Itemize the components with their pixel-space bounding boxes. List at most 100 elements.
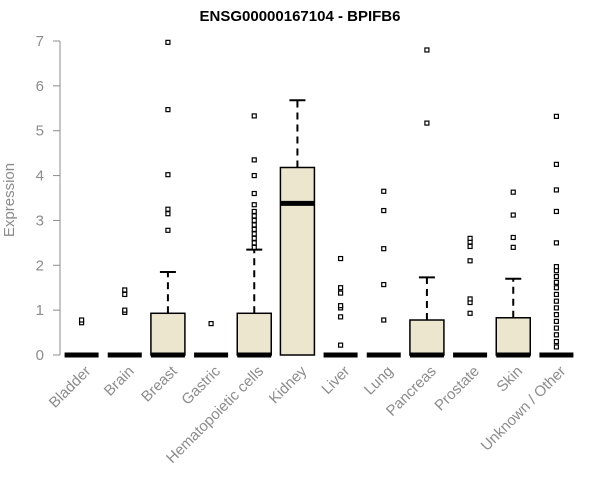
outlier-point: [467, 310, 473, 316]
box-group: [64, 317, 99, 358]
box-group: [279, 99, 316, 356]
outlier-point: [553, 273, 560, 280]
outlier-point: [467, 258, 473, 264]
outlier-point: [424, 120, 430, 126]
outlier-point: [424, 47, 430, 53]
outlier-point: [337, 285, 344, 291]
outlier-point: [251, 113, 257, 119]
outlier-point: [251, 240, 257, 246]
outlier-point: [208, 321, 214, 327]
outlier-point: [553, 240, 560, 246]
box-group: [323, 255, 358, 358]
outlier-point: [165, 206, 171, 212]
y-tick-label: 1: [36, 302, 44, 319]
outlier-point: [165, 211, 171, 217]
outlier-point: [553, 268, 560, 274]
outlier-point: [251, 157, 257, 163]
box-group: [453, 235, 488, 358]
outlier-point: [337, 255, 344, 262]
chart-title: ENSG00000167104 - BPIFB6: [199, 8, 401, 25]
outlier-point: [381, 281, 387, 288]
outlier-point: [122, 307, 128, 313]
outlier-point: [553, 298, 560, 304]
y-tick-label: 0: [36, 347, 44, 364]
outlier-point: [553, 338, 560, 345]
y-tick-label: 3: [36, 212, 44, 229]
outlier-point: [553, 113, 560, 119]
outlier-point: [467, 235, 473, 241]
box-group: [194, 321, 229, 358]
y-tick-label: 4: [36, 168, 44, 185]
outlier-point: [510, 189, 516, 195]
outlier-point: [251, 202, 257, 208]
outlier-point: [251, 172, 257, 179]
outlier-point: [337, 314, 344, 320]
x-category-label: Breast: [138, 362, 181, 405]
outlier-point: [251, 217, 257, 224]
outlier-point: [251, 235, 257, 241]
outlier-point: [553, 318, 560, 324]
outlier-point: [381, 207, 387, 214]
outlier-point: [553, 187, 560, 193]
outlier-point: [165, 107, 171, 113]
outlier-point: [251, 244, 257, 250]
y-axis-title: Expression: [1, 163, 18, 237]
outlier-point: [78, 317, 85, 323]
box-group: [539, 113, 574, 358]
outlier-point: [510, 234, 516, 241]
outlier-point: [251, 226, 257, 232]
outlier-point: [553, 208, 560, 215]
outlier-point: [553, 344, 560, 350]
outlier-point: [337, 290, 344, 296]
outlier-point: [553, 325, 560, 331]
outlier-point: [381, 188, 387, 194]
box-iqr: [279, 166, 316, 356]
x-category-label: Liver: [318, 363, 353, 398]
x-category-label: Skin: [493, 363, 526, 396]
outlier-point: [381, 246, 387, 252]
outlier-point: [467, 296, 473, 302]
outlier-point: [381, 317, 387, 323]
x-category-label: Kidney: [266, 362, 311, 407]
outlier-point: [122, 287, 128, 293]
outlier-point: [553, 291, 560, 298]
outlier-point: [337, 342, 344, 348]
outlier-point: [251, 190, 257, 197]
y-axis: 0 1 2 3 4 5 6 7: [36, 33, 61, 364]
outlier-point: [553, 264, 560, 270]
outlier-point: [251, 231, 257, 237]
outlier-point: [510, 244, 516, 250]
outlier-point: [251, 208, 257, 215]
x-category-label: Lung: [361, 363, 397, 399]
outlier-point: [553, 161, 560, 167]
x-category-label: Bladder: [46, 363, 95, 412]
box-group: [495, 189, 531, 358]
outlier-point: [553, 332, 560, 338]
y-tick-label: 5: [36, 123, 44, 140]
box-iqr: [409, 319, 445, 356]
outlier-point: [251, 213, 257, 219]
box-group: [150, 39, 186, 358]
outlier-point: [165, 172, 171, 178]
outlier-point: [553, 312, 560, 318]
outlier-point: [510, 212, 516, 218]
box-group: [366, 188, 401, 358]
outlier-point: [251, 222, 257, 228]
outlier-point: [467, 243, 473, 250]
outlier-point: [553, 285, 560, 291]
box-iqr: [150, 312, 186, 356]
outlier-point: [165, 227, 171, 233]
outlier-point: [553, 279, 560, 285]
y-tick-label: 6: [36, 78, 44, 95]
box-group: [409, 47, 445, 358]
box-group: [107, 287, 142, 358]
box-group: [236, 113, 272, 358]
x-category-label: Brain: [101, 363, 138, 400]
box-iqr: [495, 317, 531, 356]
y-tick-label: 7: [36, 33, 44, 50]
y-tick-label: 2: [36, 257, 44, 274]
x-category-label: Prostate: [431, 363, 483, 415]
